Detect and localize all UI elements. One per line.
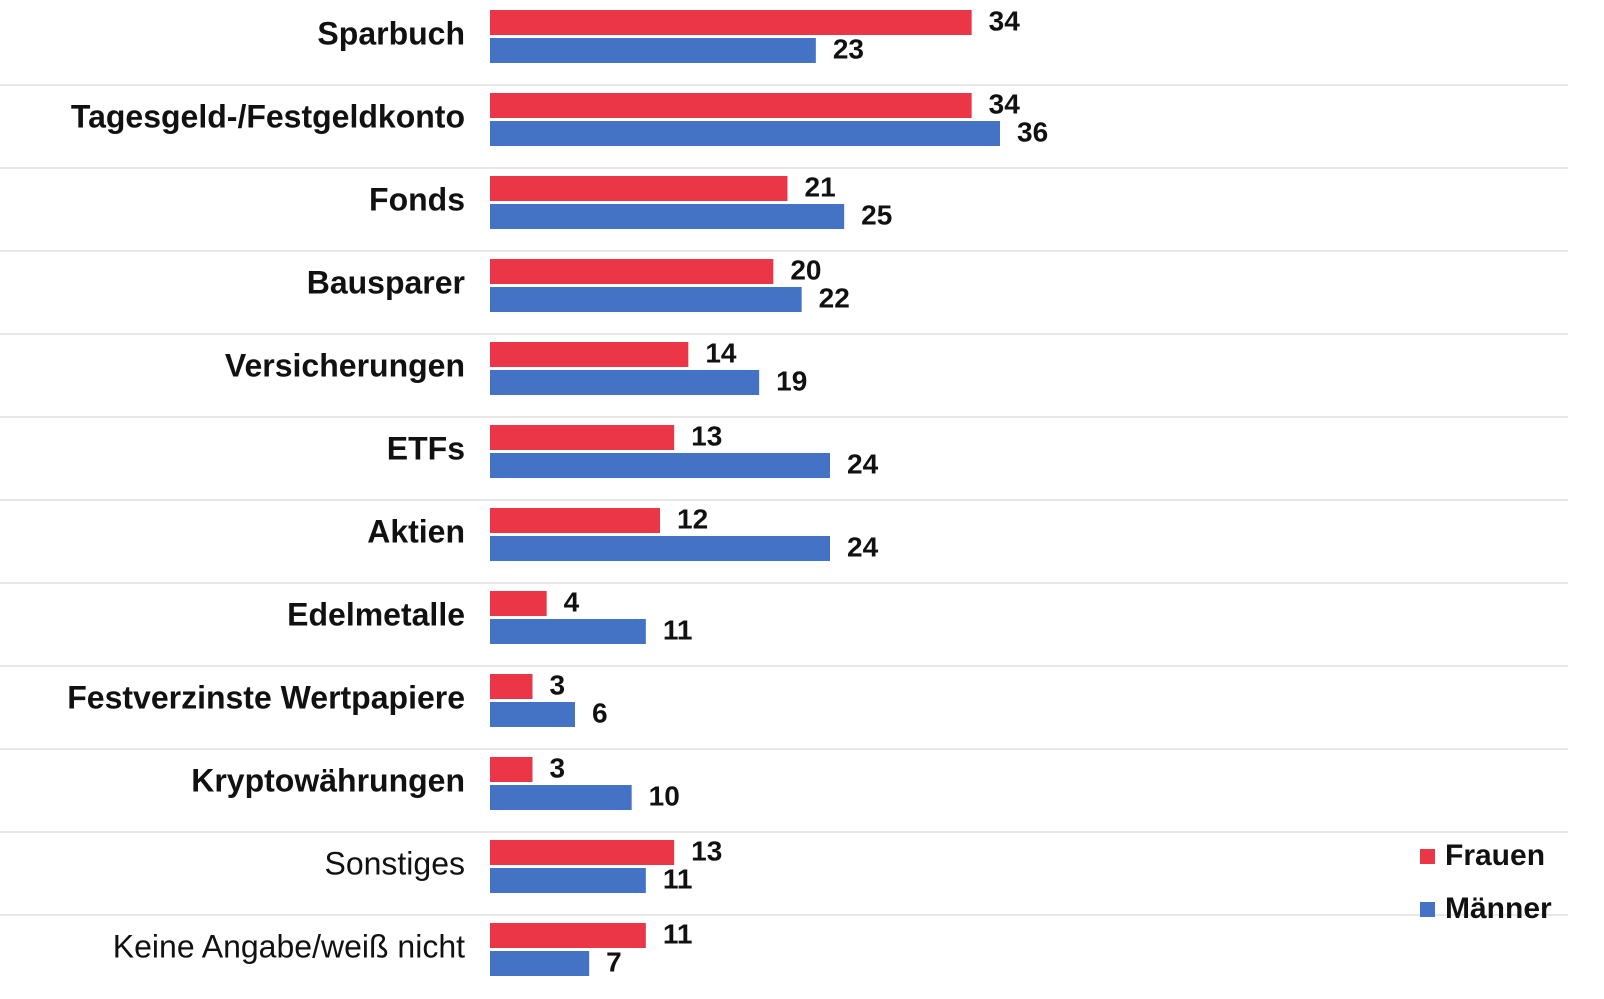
bar (490, 287, 802, 312)
value-label: 34 (989, 5, 1021, 36)
category-label: Sparbuch (317, 15, 465, 51)
bar (490, 508, 660, 533)
bar (490, 757, 533, 782)
value-label: 19 (776, 365, 807, 396)
legend-label: Männer (1445, 892, 1552, 925)
bar (490, 342, 689, 367)
bar (490, 951, 590, 976)
value-label: 11 (663, 863, 693, 894)
value-label: 24 (847, 448, 879, 479)
value-label: 7 (606, 946, 622, 977)
bar (490, 591, 547, 616)
bar (490, 619, 646, 644)
category-label: Festverzinste Wertpapiere (67, 679, 465, 715)
category-label: Versicherungen (225, 347, 465, 383)
bar (490, 259, 774, 284)
value-label: 22 (819, 282, 850, 313)
value-label: 36 (1017, 116, 1048, 147)
bar (490, 176, 788, 201)
value-label: 4 (564, 586, 580, 617)
bar (490, 10, 972, 35)
value-label: 3 (550, 669, 566, 700)
value-label: 13 (691, 420, 722, 451)
value-label: 24 (847, 531, 879, 562)
value-label: 3 (550, 752, 566, 783)
value-label: 25 (861, 199, 892, 230)
legend-label: Frauen (1445, 839, 1545, 872)
value-label: 20 (790, 254, 821, 285)
bar (490, 38, 816, 63)
bar (490, 702, 575, 727)
bar (490, 425, 675, 450)
legend-swatch (1420, 849, 1435, 864)
category-label: Edelmetalle (287, 596, 465, 632)
value-label: 6 (592, 697, 608, 728)
category-label: Tagesgeld-/Festgeldkonto (71, 98, 465, 134)
category-label: Aktien (367, 513, 465, 549)
value-label: 13 (691, 835, 722, 866)
bar (490, 868, 646, 893)
bar (490, 536, 830, 561)
bar (490, 370, 760, 395)
category-label: Fonds (369, 181, 465, 217)
value-label: 11 (663, 614, 693, 645)
legend-swatch (1420, 902, 1435, 917)
category-label: Keine Angabe/weiß nicht (113, 928, 465, 964)
bar (490, 121, 1000, 146)
bar (490, 453, 830, 478)
bar (490, 674, 533, 699)
value-label: 21 (805, 171, 836, 202)
value-label: 12 (677, 503, 708, 534)
value-label: 14 (705, 337, 737, 368)
bar (490, 923, 646, 948)
bar (490, 204, 845, 229)
category-label: ETFs (387, 430, 465, 466)
value-label: 34 (989, 88, 1021, 119)
value-label: 11 (663, 918, 693, 949)
bar (490, 93, 972, 118)
category-label: Bausparer (307, 264, 465, 300)
value-label: 10 (649, 780, 680, 811)
value-label: 23 (833, 33, 864, 64)
bar (490, 840, 675, 865)
bar (490, 785, 632, 810)
category-label: Kryptowährungen (191, 762, 465, 798)
category-label: Sonstiges (324, 845, 465, 881)
